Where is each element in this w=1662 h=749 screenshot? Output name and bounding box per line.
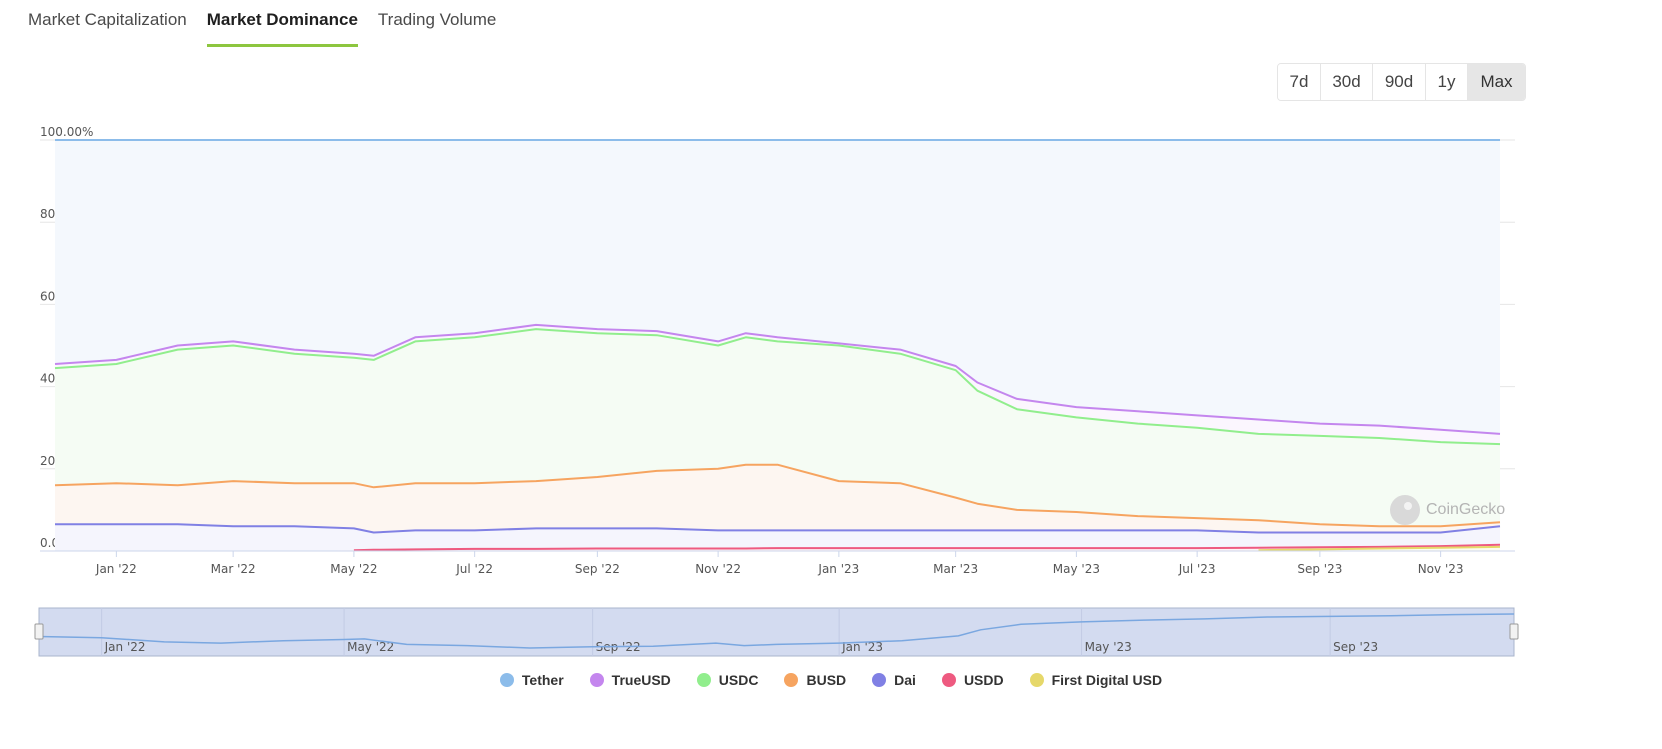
navigator-series-line	[38, 613, 1515, 649]
legend-item-trueusd[interactable]: TrueUSD	[589, 672, 671, 688]
range-7d-button[interactable]: 7d	[1278, 64, 1321, 100]
navigator-window[interactable]	[38, 607, 1515, 657]
tab-market-capitalization[interactable]: Market Capitalization	[28, 10, 187, 29]
legend-label: First Digital USD	[1051, 672, 1163, 688]
legend-item-busd[interactable]: BUSD	[784, 672, 846, 688]
y-tick-label: 100.00%	[40, 125, 93, 139]
legend-item-dai[interactable]: Dai	[872, 672, 916, 688]
series-line-trueusd[interactable]	[54, 323, 1501, 435]
legend-dot-icon	[696, 673, 711, 687]
navigator-tick-label: Jan '22	[104, 640, 146, 654]
tab-market-dominance[interactable]: Market Dominance	[206, 0, 358, 47]
x-tick-label: May '22	[330, 562, 377, 576]
navigator-tick-label: Jan '23	[841, 640, 883, 654]
legend-dot-icon	[784, 673, 799, 687]
legend-item-usdd[interactable]: USDD	[941, 672, 1004, 688]
chart-tabs: Market Capitalization Market Dominance T…	[28, 0, 516, 47]
legend-dot-icon	[941, 673, 956, 687]
x-tick-label: May '23	[1053, 562, 1100, 576]
series-line-dai[interactable]	[55, 523, 1501, 534]
series-line-usdd[interactable]	[353, 543, 1501, 552]
legend-item-usdc[interactable]: USDC	[696, 672, 759, 688]
navigator-tick-label: May '22	[347, 640, 394, 654]
range-90d-button[interactable]: 90d	[1373, 64, 1426, 100]
navigator-tick-label: Sep '23	[1333, 640, 1378, 654]
dominance-chart: 0.00%20.00%40.00%60.00%80.00%100.00%Jan …	[34, 125, 1519, 657]
x-tick-label: Jul '23	[1178, 562, 1216, 576]
tab-trading-volume[interactable]: Trading Volume	[377, 10, 497, 29]
legend-label: USDD	[963, 672, 1004, 688]
range-selector: 7d 30d 90d 1y Max	[1277, 63, 1526, 101]
range-1y-button[interactable]: 1y	[1426, 64, 1468, 100]
navigator-left-handle[interactable]	[34, 623, 44, 640]
series-line-busd[interactable]	[54, 463, 1501, 528]
legend-label: TrueUSD	[611, 672, 671, 688]
legend-label: BUSD	[806, 672, 847, 688]
x-tick-label: Mar '23	[933, 562, 978, 576]
coingecko-logo-icon	[1390, 495, 1420, 525]
x-tick-label: Sep '22	[575, 562, 620, 576]
legend-item-first-digital-usd[interactable]: First Digital USD	[1029, 672, 1163, 688]
x-tick-label: Nov '22	[695, 562, 741, 576]
legend-dot-icon	[589, 673, 604, 687]
legend-dot-icon	[1029, 673, 1044, 687]
chart-legend: Tether TrueUSD USDC BUSD Dai USDD First Digita…	[0, 672, 1662, 688]
coingecko-watermark: CoinGecko	[1390, 495, 1505, 525]
navigator-right-handle[interactable]	[1509, 623, 1519, 640]
legend-label: USDC	[718, 672, 759, 688]
x-tick-label: Nov '23	[1418, 562, 1464, 576]
series-line-first-digital-usd[interactable]	[1258, 545, 1501, 552]
x-tick-label: Jan '23	[817, 562, 859, 576]
legend-dot-icon	[872, 673, 887, 687]
watermark-text: CoinGecko	[1426, 501, 1506, 518]
navigator-tick-label: May '23	[1085, 640, 1132, 654]
legend-item-tether[interactable]: Tether	[499, 672, 564, 688]
x-tick-label: Jan '22	[95, 562, 137, 576]
range-max-button[interactable]: Max	[1468, 64, 1525, 100]
x-tick-label: Sep '23	[1297, 562, 1342, 576]
range-30d-button[interactable]: 30d	[1321, 64, 1373, 100]
legend-dot-icon	[499, 673, 514, 687]
x-tick-label: Mar '22	[211, 562, 256, 576]
legend-label: Tether	[521, 672, 564, 688]
x-tick-label: Jul '22	[455, 562, 493, 576]
series-line-usdc[interactable]	[54, 328, 1501, 446]
legend-label: Dai	[894, 672, 916, 688]
